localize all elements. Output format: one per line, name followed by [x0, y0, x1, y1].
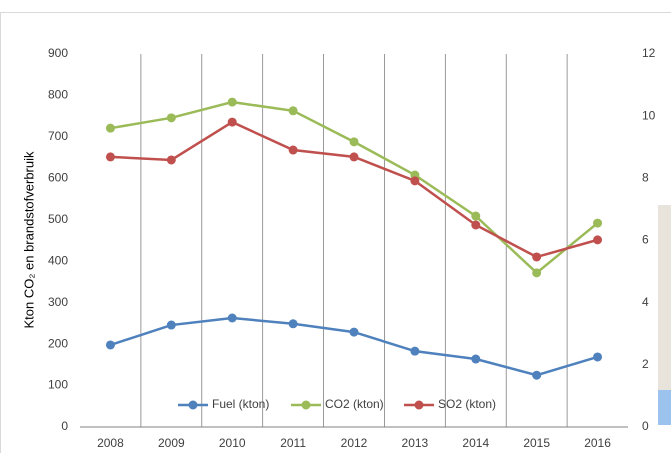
y-tick-label: 900 — [48, 46, 68, 60]
x-tick-label: 2015 — [523, 436, 550, 450]
marker — [350, 328, 359, 337]
legend-label: CO2 (kton) — [325, 397, 384, 411]
marker — [410, 176, 419, 185]
y2-tick-label: 0 — [642, 419, 649, 433]
y2-tick-label: 4 — [642, 295, 649, 309]
marker — [593, 219, 602, 228]
chart-frame — [1, 13, 671, 453]
legend-marker — [302, 401, 311, 410]
x-tick-label: 2012 — [341, 436, 368, 450]
marker — [167, 113, 176, 122]
legend-label: SO2 (kton) — [438, 397, 496, 411]
legend-marker — [415, 401, 424, 410]
y2-tick-label: 8 — [642, 171, 649, 185]
y2-tick-label: 10 — [642, 108, 656, 122]
y2-tick-label: 6 — [642, 233, 649, 247]
legend-label: Fuel (kton) — [212, 397, 269, 411]
legend-marker — [189, 401, 198, 410]
y2-tick-label: 2 — [642, 357, 649, 371]
marker — [106, 340, 115, 349]
marker — [593, 235, 602, 244]
y-tick-label: 500 — [48, 212, 68, 226]
marker — [350, 152, 359, 161]
marker — [289, 319, 298, 328]
marker — [228, 314, 237, 323]
y-tick-label: 800 — [48, 88, 68, 102]
y-tick-label: 0 — [61, 419, 68, 433]
x-tick-label: 2011 — [280, 436, 306, 450]
x-tick-label: 2016 — [584, 436, 611, 450]
y-axis-title: Kton CO₂ en brandstofverbruik — [21, 151, 36, 329]
y-tick-label: 300 — [48, 295, 68, 309]
y2-tick-label: 12 — [642, 46, 656, 60]
marker — [471, 220, 480, 229]
marker — [532, 268, 541, 277]
marker — [167, 155, 176, 164]
background-thumbnail-detail — [658, 390, 671, 425]
marker — [228, 118, 237, 127]
marker — [532, 371, 541, 380]
marker — [289, 146, 298, 155]
marker — [350, 137, 359, 146]
marker — [289, 106, 298, 115]
marker — [532, 252, 541, 261]
chart: Kton CO₂ en brandstofverbruik 0100200300… — [0, 0, 671, 453]
marker — [106, 124, 115, 133]
y-tick-label: 600 — [48, 171, 68, 185]
x-tick-label: 2009 — [158, 436, 185, 450]
marker — [593, 352, 602, 361]
x-tick-label: 2013 — [402, 436, 429, 450]
x-tick-label: 2014 — [462, 436, 489, 450]
marker — [228, 98, 237, 107]
y-tick-label: 700 — [48, 129, 68, 143]
y-tick-label: 400 — [48, 253, 68, 267]
x-tick-label: 2010 — [219, 436, 246, 450]
marker — [167, 321, 176, 330]
y-tick-label: 200 — [48, 336, 68, 350]
marker — [106, 152, 115, 161]
marker — [410, 347, 419, 356]
x-tick-label: 2008 — [97, 436, 124, 450]
marker — [471, 212, 480, 221]
y-tick-label: 100 — [48, 378, 68, 392]
marker — [471, 355, 480, 364]
